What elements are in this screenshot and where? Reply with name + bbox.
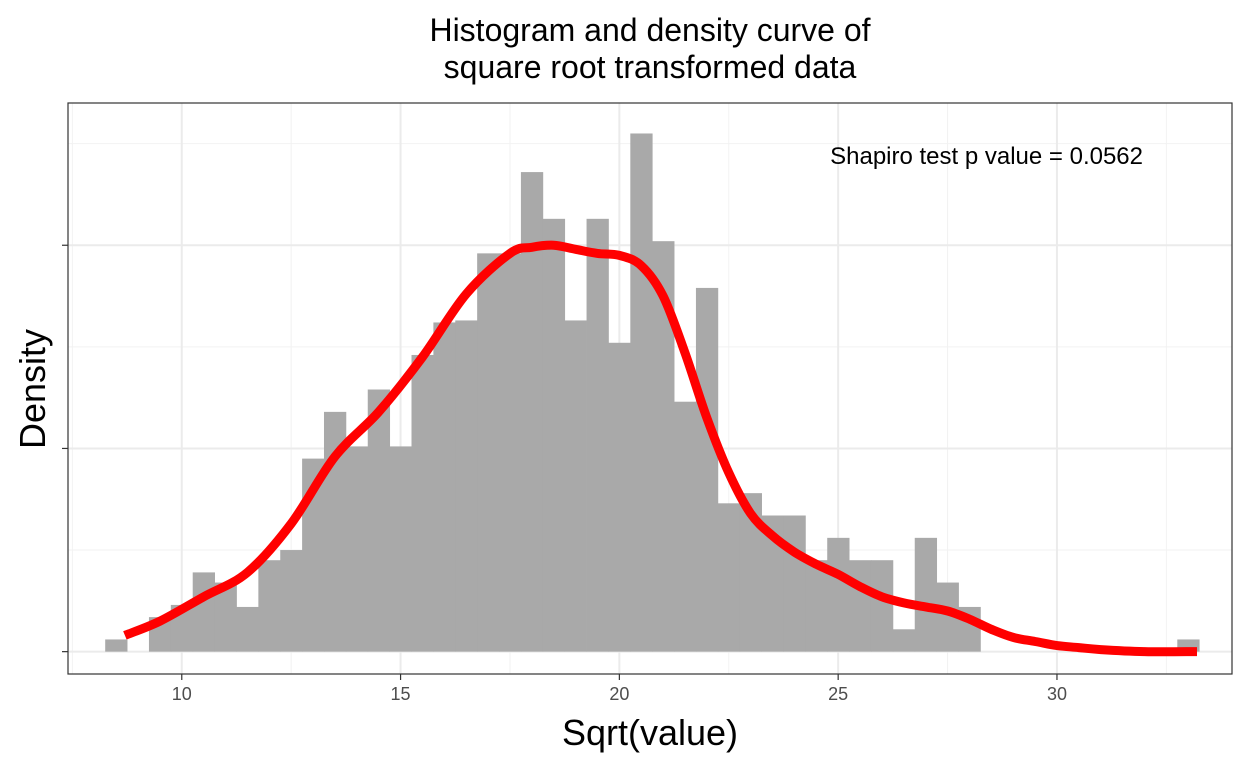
x-tick-label: 30 xyxy=(1047,684,1067,704)
histogram-bar xyxy=(695,287,719,652)
histogram-bar xyxy=(914,537,938,652)
histogram-bar xyxy=(367,389,391,652)
histogram-bars xyxy=(105,133,1200,652)
histogram-bar xyxy=(214,582,237,652)
histogram-bar xyxy=(542,218,566,652)
histogram-bar xyxy=(586,218,609,652)
histogram-bar xyxy=(761,515,784,652)
histogram-bar xyxy=(805,560,828,652)
y-axis-title: Density xyxy=(12,329,53,449)
histogram-bar xyxy=(280,550,303,652)
histogram-bar xyxy=(455,320,478,652)
histogram-bar xyxy=(652,241,675,652)
shapiro-annotation: Shapiro test p value = 0.0562 xyxy=(830,143,1143,170)
histogram-bar xyxy=(258,560,281,652)
histogram-bar xyxy=(674,401,697,652)
histogram-bar xyxy=(345,446,369,652)
histogram-bar xyxy=(192,572,215,652)
x-axis-title: Sqrt(value) xyxy=(562,712,738,753)
x-tick-label: 25 xyxy=(828,684,848,704)
histogram-bar xyxy=(389,446,412,652)
histogram-bar xyxy=(849,560,872,652)
plot-panel-border xyxy=(67,102,1233,675)
x-tick-label: 10 xyxy=(172,684,192,704)
histogram-bar xyxy=(936,582,959,652)
histogram-bar xyxy=(236,606,259,652)
axes: 10 15 20 25 30 xyxy=(62,244,1067,704)
histogram-bar xyxy=(433,322,456,652)
histogram-bar xyxy=(739,493,762,652)
density-curve xyxy=(123,240,1198,657)
histogram-bar xyxy=(892,629,916,652)
x-tick-label: 15 xyxy=(391,684,411,704)
histogram-bar xyxy=(870,560,894,652)
histogram-bar xyxy=(105,639,128,652)
histogram-bar xyxy=(630,133,653,652)
histogram-bar xyxy=(477,253,500,652)
histogram-bar xyxy=(499,253,522,652)
histogram-bar xyxy=(717,503,741,652)
histogram-bar xyxy=(827,537,850,652)
histogram-bar xyxy=(564,320,587,652)
histogram-bar xyxy=(411,354,434,652)
histogram-bar xyxy=(783,515,806,652)
chart-title-line-1: Histogram and density curve of xyxy=(429,12,870,48)
histogram-bar xyxy=(520,172,544,652)
x-tick-label: 20 xyxy=(609,684,629,704)
histogram-bar xyxy=(608,342,631,652)
chart-title-line-2: square root transformed data xyxy=(444,49,857,85)
